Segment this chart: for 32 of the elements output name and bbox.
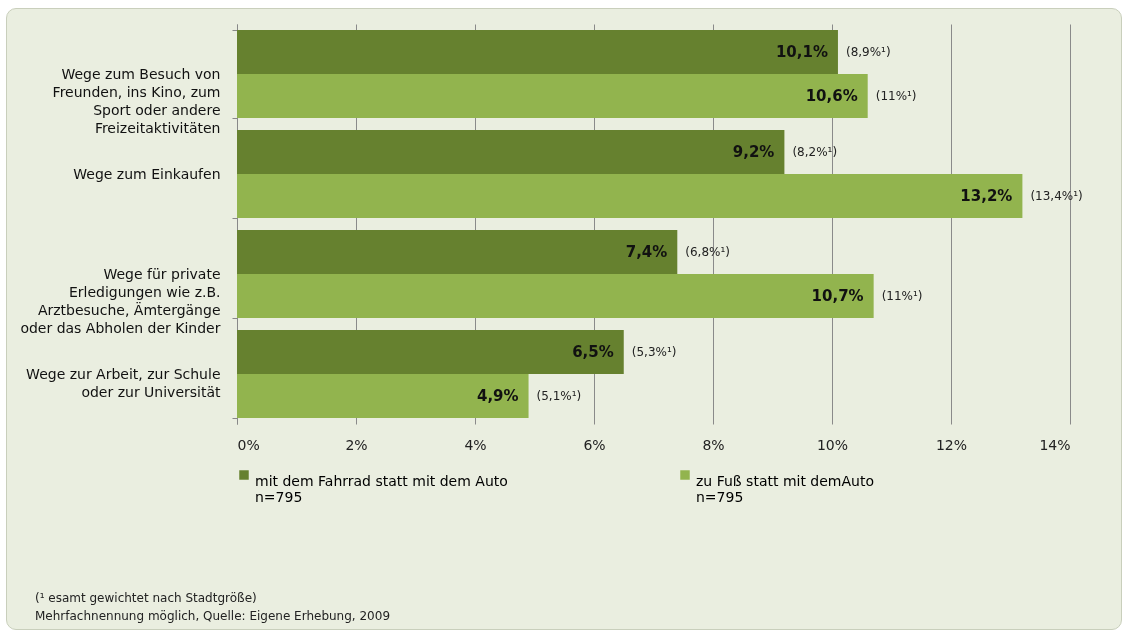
annotation: (8,2%¹): [792, 145, 838, 159]
data-label: 4,9%: [476, 387, 519, 405]
x-tick-label: 6%: [583, 436, 606, 453]
y-tick-label: Wege für private Erledigungen wie z.B. Arztbesuche, Ämtergänge oder das Abholen der Kinder: [20, 265, 221, 336]
x-tick-label: 8%: [702, 436, 725, 453]
data-label: 10,6%: [805, 87, 858, 105]
legend-label: zu Fuß statt mit demAuto n=795: [696, 473, 875, 505]
annotation: (11%¹): [881, 289, 923, 303]
annotation: (5,3%¹): [631, 345, 677, 359]
y-tick-label: Wege zum Besuch von Freunden, ins Kino, zum Sport oder andere Freizeitaktivitäten: [52, 65, 221, 136]
annotation: (8,9%¹): [845, 45, 891, 59]
data-label: 7,4%: [625, 243, 668, 261]
annotation: (5,1%¹): [536, 389, 582, 403]
data-label: 13,2%: [960, 187, 1013, 205]
x-tick-label: 12%: [935, 436, 968, 453]
x-tick-label: 10%: [816, 436, 849, 453]
x-tick-label: 2%: [345, 436, 368, 453]
y-tick-label: Wege zur Arbeit, zur Schule oder zur Universität: [26, 365, 222, 400]
data-label: 10,1%: [775, 43, 828, 61]
x-tick-label: 0%: [237, 436, 260, 453]
data-label: 9,2%: [732, 143, 775, 161]
x-tick-label: 14%: [1039, 436, 1071, 453]
y-tick-label: Wege zum Einkaufen: [73, 165, 221, 182]
data-label: 10,7%: [811, 287, 864, 305]
data-label: 6,5%: [572, 343, 614, 361]
text: (¹ esamt gewichtet nach Stadtgröße): [35, 590, 258, 607]
annotation: (6,8%¹): [685, 245, 730, 259]
legend-label: mit dem Fahrrad statt mit dem Auto n=795: [255, 473, 508, 505]
text: Mehrfachnennung möglich, Quelle: Eigene Erhebung, 2009: [35, 608, 391, 625]
annotation: (11%¹): [875, 89, 917, 103]
x-tick-label: 4%: [464, 436, 487, 453]
annotation: (13,4%¹): [1030, 189, 1083, 203]
